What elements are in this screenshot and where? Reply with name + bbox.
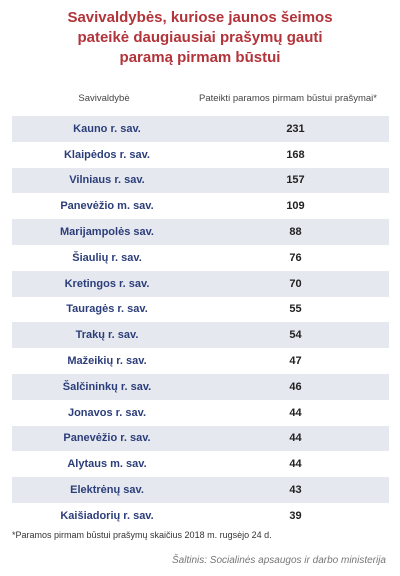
table-row: Jonavos r. sav. 44 bbox=[12, 400, 389, 426]
requests-cell: 55 bbox=[289, 303, 302, 316]
requests-cell: 39 bbox=[289, 509, 302, 522]
requests-cell: 109 bbox=[286, 200, 305, 213]
table-row: Panevėžio m. sav. 109 bbox=[12, 193, 389, 219]
table-row: Elektrėnų sav. 43 bbox=[12, 477, 389, 503]
municipality-cell: Vilniaus r. sav. bbox=[69, 174, 145, 187]
municipality-cell: Kretingos r. sav. bbox=[64, 277, 150, 290]
requests-cell: 44 bbox=[289, 406, 302, 419]
table-row: Marijampolės sav. 88 bbox=[12, 219, 389, 245]
requests-cell: 47 bbox=[289, 355, 302, 368]
table-row: Klaipėdos r. sav. 168 bbox=[12, 142, 389, 168]
column-header-requests: Pateikti paramos pirmam būstui prašymai* bbox=[199, 93, 377, 104]
requests-cell: 231 bbox=[286, 122, 305, 135]
municipality-cell: Kaišiadorių r. sav. bbox=[60, 509, 154, 522]
requests-cell: 88 bbox=[289, 226, 302, 239]
title-line: paramą pirmam būstui bbox=[119, 49, 281, 66]
table-row: Šiaulių r. sav. 76 bbox=[12, 245, 389, 271]
municipality-cell: Elektrėnų sav. bbox=[70, 484, 144, 497]
table-row: Panevėžio r. sav. 44 bbox=[12, 425, 389, 452]
municipality-cell: Jonavos r. sav. bbox=[67, 406, 147, 419]
municipality-cell: Šalčininkų r. sav. bbox=[62, 380, 152, 393]
data-table: Kauno r. sav. 231 Klaipėdos r. sav. 168 Viln… bbox=[12, 116, 389, 529]
municipality-cell: Panevėžio r. sav. bbox=[63, 432, 151, 445]
requests-cell: 44 bbox=[289, 458, 302, 471]
municipality-cell: Panevėžio m. sav. bbox=[60, 200, 154, 213]
table-row: Tauragės r. sav. 55 bbox=[12, 297, 389, 323]
municipality-cell: Tauragės r. sav. bbox=[66, 303, 148, 316]
title-line: Savivaldybės, kuriose jaunos šeimos bbox=[67, 9, 333, 26]
requests-cell: 46 bbox=[289, 380, 302, 393]
table-row: Kaišiadorių r. sav. 39 bbox=[12, 503, 389, 529]
requests-cell: 44 bbox=[289, 432, 302, 445]
table-row: Vilniaus r. sav. 157 bbox=[12, 167, 389, 194]
table-row: Trakų r. sav. 54 bbox=[12, 322, 389, 349]
municipality-cell: Kauno r. sav. bbox=[73, 122, 141, 135]
table-row: Alytaus m. sav. 44 bbox=[12, 451, 389, 477]
municipality-cell: Mažeikių r. sav. bbox=[67, 355, 147, 368]
requests-cell: 54 bbox=[289, 329, 302, 342]
municipality-cell: Šiaulių r. sav. bbox=[72, 251, 142, 264]
requests-cell: 70 bbox=[289, 277, 302, 290]
table-row: Mažeikių r. sav. 47 bbox=[12, 348, 389, 374]
table-row: Kauno r. sav. 231 bbox=[12, 116, 389, 142]
municipality-cell: Trakų r. sav. bbox=[75, 329, 139, 342]
column-header-municipality: Savivaldybė bbox=[78, 93, 130, 104]
table-header: Savivaldybė Pateikti paramos pirmam būst… bbox=[0, 93, 400, 109]
title-line: pateikė daugiausiai prašymų gauti bbox=[77, 29, 323, 46]
table-row: Kretingos r. sav. 70 bbox=[12, 270, 389, 297]
municipality-cell: Marijampolės sav. bbox=[60, 226, 154, 239]
chart-title: Savivaldybės, kuriose jaunos šeimos pate… bbox=[0, 8, 400, 68]
source-note: Šaltinis: Socialinės apsaugos ir darbo m… bbox=[172, 555, 386, 566]
requests-cell: 168 bbox=[286, 148, 305, 161]
requests-cell: 157 bbox=[286, 174, 305, 187]
requests-cell: 43 bbox=[289, 484, 302, 497]
municipality-cell: Klaipėdos r. sav. bbox=[63, 148, 150, 161]
requests-cell: 76 bbox=[289, 251, 302, 264]
table-row: Šalčininkų r. sav. 46 bbox=[12, 373, 389, 400]
footnote: *Paramos pirmam būstui prašymų skaičius … bbox=[12, 530, 272, 540]
municipality-cell: Alytaus m. sav. bbox=[67, 458, 147, 471]
